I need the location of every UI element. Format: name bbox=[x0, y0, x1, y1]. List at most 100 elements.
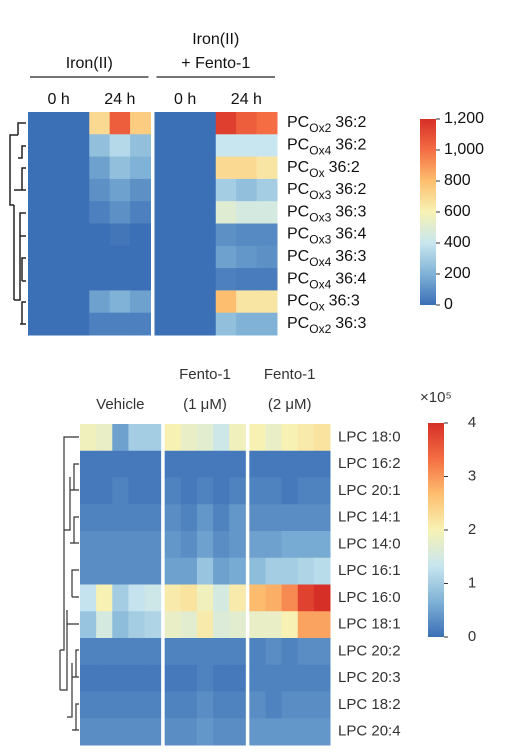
heatmap-cell bbox=[28, 268, 49, 291]
group-label: Fento-1 bbox=[264, 366, 316, 383]
heatmap-cell bbox=[112, 531, 129, 559]
heatmap-cell bbox=[48, 134, 70, 158]
heatmap-cell bbox=[249, 584, 266, 612]
heatmap-cell bbox=[313, 504, 331, 532]
heatmap-cell bbox=[195, 245, 217, 269]
heatmap-cell bbox=[229, 638, 246, 666]
heatmap-cell bbox=[281, 664, 299, 692]
heatmap-cell bbox=[196, 664, 214, 692]
heatmap-cell bbox=[96, 450, 113, 478]
heatmap-cell bbox=[144, 477, 162, 505]
heatmap-cell bbox=[256, 312, 278, 336]
heatmap-cell bbox=[128, 691, 146, 719]
heatmap-cell bbox=[180, 584, 198, 612]
row-label: PCOx2 36:2 bbox=[287, 114, 366, 135]
heatmap-cell bbox=[130, 134, 151, 158]
heatmap-cell bbox=[249, 691, 266, 719]
heatmap-cell bbox=[174, 312, 196, 336]
row-label-tail: 36:3 bbox=[335, 204, 366, 221]
heatmap-cell bbox=[195, 268, 217, 291]
heatmap-cell bbox=[196, 718, 214, 746]
heatmap-cell bbox=[109, 290, 131, 314]
heatmap-cell bbox=[281, 557, 299, 585]
subgroup-label: 0 h bbox=[174, 91, 196, 108]
heatmap-cell bbox=[48, 156, 70, 180]
heatmap-cell bbox=[313, 584, 331, 612]
row-label: LPC 16:1 bbox=[338, 562, 401, 579]
heatmap-cell bbox=[229, 584, 246, 612]
heatmap-cell bbox=[229, 611, 246, 639]
row-label-tail: 36:3 bbox=[335, 248, 366, 265]
heatmap-cell bbox=[180, 664, 198, 692]
group-label: Iron(II) bbox=[192, 31, 239, 48]
heatmap-cell bbox=[213, 664, 230, 692]
row-label-tail: 36:2 bbox=[335, 137, 366, 154]
heatmap-cell bbox=[28, 290, 49, 314]
heatmap-cell bbox=[196, 504, 214, 532]
heatmap-cell bbox=[130, 156, 151, 180]
heatmap-cell bbox=[256, 245, 278, 269]
heatmap-cell bbox=[297, 504, 315, 532]
row-label: LPC 20:2 bbox=[338, 642, 401, 659]
heatmap-cell bbox=[215, 201, 237, 224]
heatmap-cell bbox=[109, 268, 131, 291]
heatmap-cell bbox=[48, 245, 70, 269]
heatmap-cell bbox=[28, 201, 49, 224]
heatmap-cell bbox=[249, 504, 266, 532]
heatmap-cell bbox=[164, 424, 182, 452]
heatmap-cell bbox=[112, 504, 129, 532]
row-label-sub: Ox4 bbox=[309, 144, 331, 158]
heatmap-cell bbox=[154, 201, 176, 224]
colorbar-tick-label: 0 bbox=[444, 296, 453, 313]
heatmap-cell bbox=[154, 178, 176, 202]
heatmap-cell bbox=[89, 223, 111, 247]
heatmap-cell bbox=[80, 531, 97, 559]
heatmap-cell bbox=[80, 450, 97, 478]
heatmap-cell bbox=[229, 531, 246, 559]
heatmap-cell bbox=[256, 268, 278, 291]
heatmap-cell bbox=[196, 477, 214, 505]
row-label-sub: Ox4 bbox=[309, 277, 331, 291]
heatmap-cell bbox=[164, 718, 182, 746]
heatmap-cell bbox=[128, 664, 146, 692]
heatmap-cell bbox=[109, 156, 131, 180]
heatmap-cell bbox=[154, 312, 176, 336]
heatmap-cell bbox=[154, 134, 176, 158]
colorbar-tick-label: 400 bbox=[444, 234, 471, 251]
row-label: LPC 16:0 bbox=[338, 589, 401, 606]
row-label-main: PC bbox=[287, 114, 309, 131]
row-label-sub: Ox bbox=[309, 300, 324, 314]
heatmap-cell bbox=[130, 245, 151, 269]
heatmap-cell bbox=[80, 638, 97, 666]
row-label: PCOx4 36:3 bbox=[287, 248, 366, 269]
heatmap-cell bbox=[195, 223, 217, 247]
heatmap-cell bbox=[130, 223, 151, 247]
heatmap-cell bbox=[256, 156, 278, 180]
heatmap-cell bbox=[180, 531, 198, 559]
subgroup-label: 24 h bbox=[231, 91, 262, 108]
row-label: LPC 20:1 bbox=[338, 482, 401, 499]
heatmap-cell bbox=[213, 504, 230, 532]
colorbar-tick-label: 3 bbox=[468, 467, 476, 484]
heatmap-cell bbox=[249, 638, 266, 666]
heatmap-cell bbox=[130, 201, 151, 224]
heatmap-cell bbox=[144, 450, 162, 478]
heatmap-cell bbox=[281, 584, 299, 612]
colorbar-tick-label: 600 bbox=[444, 203, 471, 220]
row-label-tail: 36:3 bbox=[329, 293, 360, 310]
heatmap-cell bbox=[68, 178, 90, 202]
row-label-main: PC bbox=[287, 137, 309, 154]
heatmap-cell bbox=[215, 112, 237, 135]
heatmap-cell bbox=[112, 691, 129, 719]
heatmap-cell bbox=[128, 557, 146, 585]
heatmap-cell bbox=[96, 531, 113, 559]
heatmap-cell bbox=[96, 504, 113, 532]
heatmap-cell bbox=[128, 638, 146, 666]
heatmap-cell bbox=[180, 424, 198, 452]
row-label: PCOx4 36:2 bbox=[287, 137, 366, 158]
row-label: LPC 18:1 bbox=[338, 616, 401, 633]
dendrogram-top bbox=[9, 122, 26, 325]
heatmap-cell bbox=[174, 178, 196, 202]
heatmap-cell bbox=[144, 424, 162, 452]
heatmap-cell bbox=[313, 638, 331, 666]
